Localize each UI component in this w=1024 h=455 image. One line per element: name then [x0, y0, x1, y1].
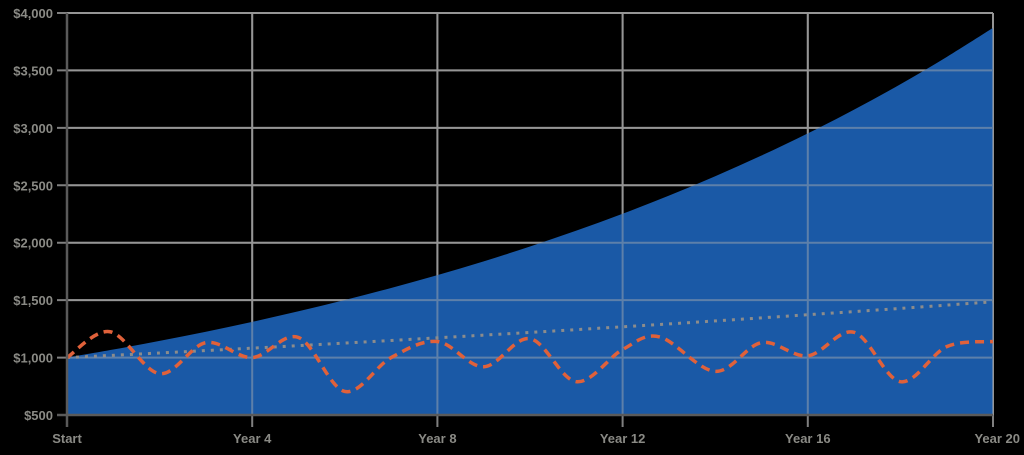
x-tick-label: Year 20	[974, 431, 1020, 446]
x-axis-tick-labels: Start Year 4 Year 8 Year 12 Year 16 Year 20	[52, 431, 1020, 446]
x-tick-label: Year 12	[600, 431, 646, 446]
y-tick-label: $4,000	[13, 6, 53, 21]
x-tick-label: Year 16	[785, 431, 831, 446]
fluctuating-dashed-line	[65, 329, 994, 394]
y-tick-label: $1,000	[13, 351, 53, 366]
y-tick-label: $3,500	[13, 63, 53, 78]
y-tick-label: $2,000	[13, 236, 53, 251]
y-tick-label: $1,500	[13, 293, 53, 308]
y-tick-label: $500	[24, 408, 53, 423]
x-tick-label: Year 4	[233, 431, 272, 446]
y-tick-label: $3,000	[13, 121, 53, 136]
axes	[57, 13, 993, 427]
x-tick-label: Year 8	[418, 431, 456, 446]
y-tick-label: $2,500	[13, 178, 53, 193]
y-axis-tick-labels: $500 $1,000 $1,500 $2,000 $2,500 $3,000 $3,500…	[13, 6, 53, 423]
x-tick-label: Start	[52, 431, 82, 446]
